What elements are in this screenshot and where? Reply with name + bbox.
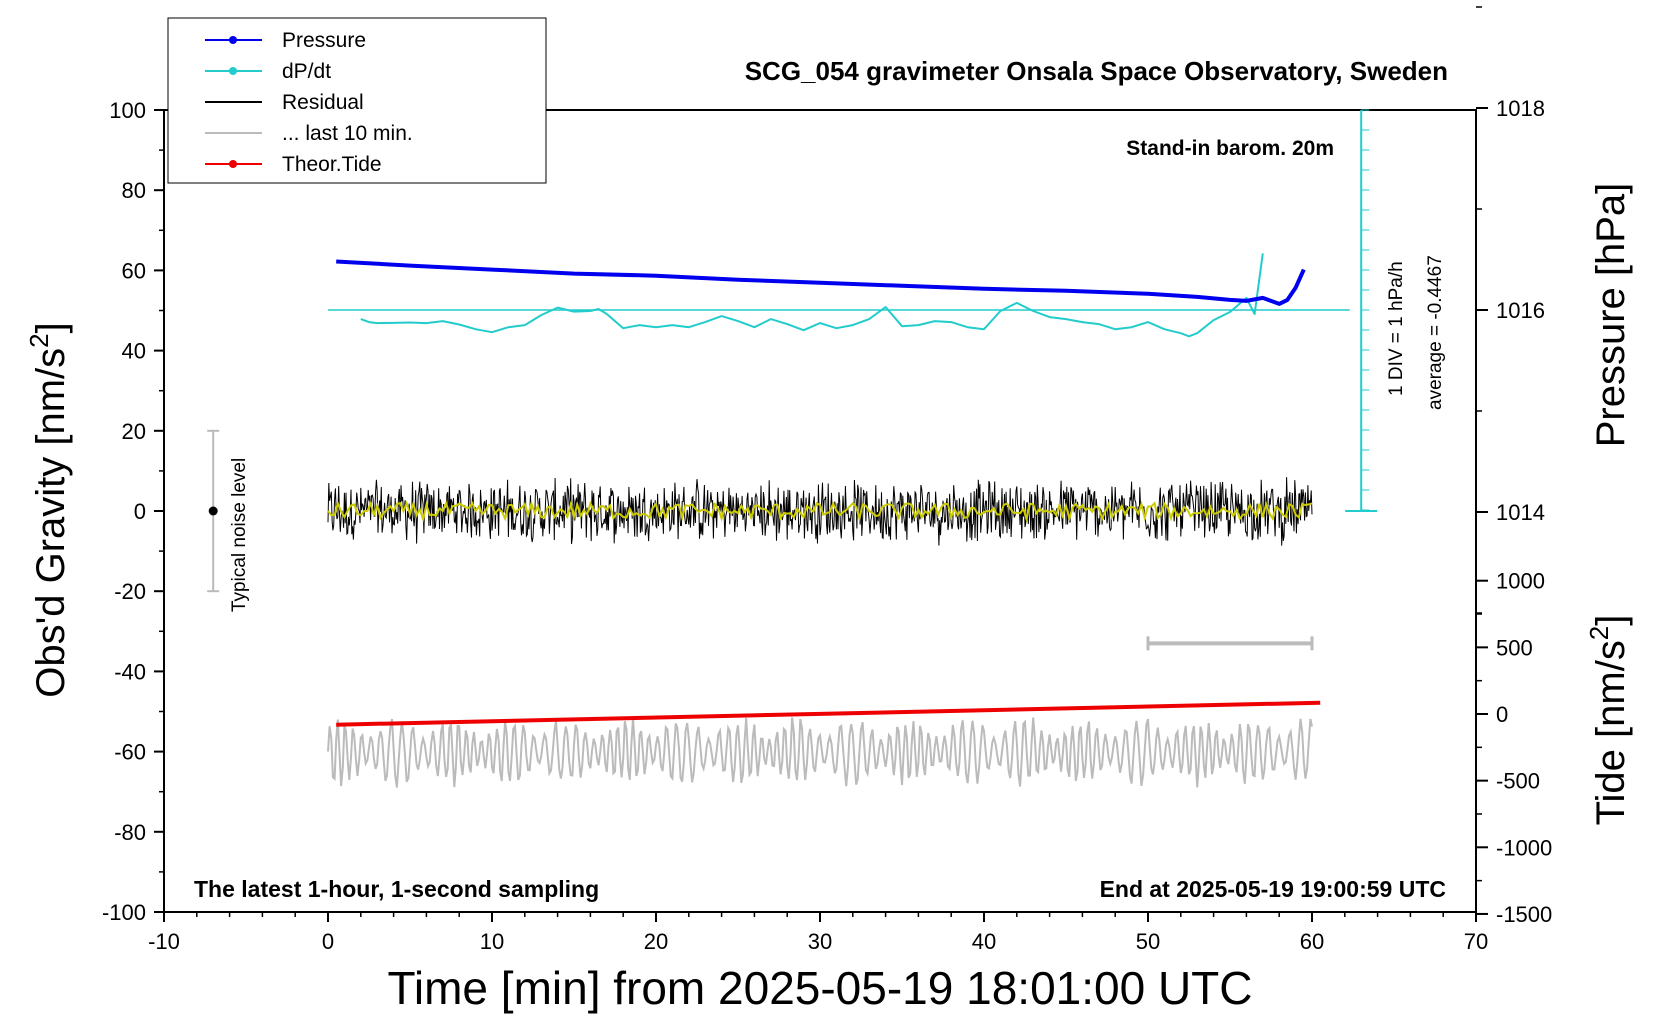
legend-box [167, 17, 547, 184]
legend-marker [229, 67, 237, 75]
y-tick-label: 100 [109, 98, 146, 123]
y-tick-label: -20 [114, 579, 146, 604]
stand-in-label: Stand-in barom. 20m [1126, 137, 1334, 160]
tide-tick-label: 0 [1496, 702, 1508, 727]
pressure-axis-ticks: 1014 1016 1018 [1476, 6, 1545, 614]
series-theor-tide [336, 700, 1321, 727]
x-tick-label: 30 [808, 929, 832, 954]
tide-tick-label: 500 [1496, 635, 1533, 660]
x-axis-title: Time [min] from 2025-05-19 18:01:00 UTC [388, 962, 1253, 1014]
legend-marker [229, 160, 237, 168]
residual-smoothed-line [327, 500, 1313, 523]
y-tick-label: -100 [102, 900, 146, 925]
y-tick-label: -80 [114, 820, 146, 845]
y-axis-title-left-sup: 2 [24, 333, 54, 347]
bottom-left-note: The latest 1-hour, 1-second sampling [194, 876, 599, 902]
legend-marker [229, 36, 237, 44]
y-tick-label: 20 [122, 419, 146, 444]
pressure-tick-label: 1018 [1496, 96, 1545, 121]
y-axis-title-left: Obs'd Gravity [nm/s2] [24, 322, 73, 698]
tide-tick-label: 1000 [1496, 569, 1545, 594]
legend: Pressure dP/dt Residual ... last 10 min. The… [167, 17, 547, 184]
y-tick-label: 80 [122, 178, 146, 203]
legend-label: ... last 10 min. [282, 122, 413, 145]
noise-level-bar [207, 429, 220, 593]
noise-label: Typical noise level [229, 458, 250, 612]
div-label: 1 DIV = 1 hPa/h [1386, 261, 1407, 396]
x-tick-label: 50 [1136, 929, 1160, 954]
y-axis-title-pressure: Pressure [hPa] [1589, 183, 1633, 448]
y-axis-title-tide: Tide [nm/s2] [1584, 615, 1633, 826]
average-label: average = -0.4467 [1425, 255, 1446, 410]
tide-tick-label: -1500 [1496, 902, 1552, 927]
dpdt-line [360, 253, 1264, 338]
series-residual [327, 477, 1313, 546]
ten-minute-bar [1146, 636, 1314, 651]
noise-bar-dot [208, 506, 218, 516]
x-axis-ticks: -10 0 10 20 30 40 50 60 70 [148, 912, 1488, 954]
legend-label: dP/dt [282, 60, 331, 83]
x-tick-label: 20 [644, 929, 668, 954]
pressure-tick-label: 1016 [1496, 298, 1545, 323]
y-tick-label: 40 [122, 339, 146, 364]
tide-tick-label: -1000 [1496, 835, 1552, 860]
residual-line [327, 477, 1313, 546]
x-tick-label: 40 [972, 929, 996, 954]
last-10-min-line [327, 717, 1313, 788]
series-dpdt [360, 253, 1264, 338]
y-axis-ticks: -100 -80 -60 -40 -20 0 20 40 60 80 100 [102, 98, 164, 925]
series-last-10-min [327, 717, 1313, 788]
legend-label: Theor.Tide [282, 153, 382, 176]
x-tick-label: 10 [480, 929, 504, 954]
tide-axis-ticks: -1500 -1000 -500 0 500 1000 [1476, 569, 1552, 927]
legend-label: Residual [282, 91, 364, 114]
x-tick-label: 60 [1300, 929, 1324, 954]
y-tick-label: -60 [114, 740, 146, 765]
tide-line [336, 700, 1321, 727]
pressure-tick-label: 1014 [1496, 500, 1545, 525]
x-tick-label: 0 [322, 929, 334, 954]
pressure-line [336, 259, 1306, 306]
dpdt-reference [328, 109, 1378, 512]
x-tick-label: -10 [148, 929, 180, 954]
chart-title: SCG_054 gravimeter Onsala Space Observat… [745, 56, 1448, 86]
y-tick-label: 60 [122, 258, 146, 283]
x-tick-label: 70 [1464, 929, 1488, 954]
series-pressure [336, 259, 1306, 306]
y-axis-title-tide-sup: 2 [1584, 626, 1614, 640]
bottom-right-note: End at 2025-05-19 19:00:59 UTC [1100, 876, 1446, 902]
y-tick-label: 0 [134, 499, 146, 524]
y-tick-label: -40 [114, 659, 146, 684]
tide-tick-label: -500 [1496, 769, 1540, 794]
legend-label: Pressure [282, 29, 366, 52]
